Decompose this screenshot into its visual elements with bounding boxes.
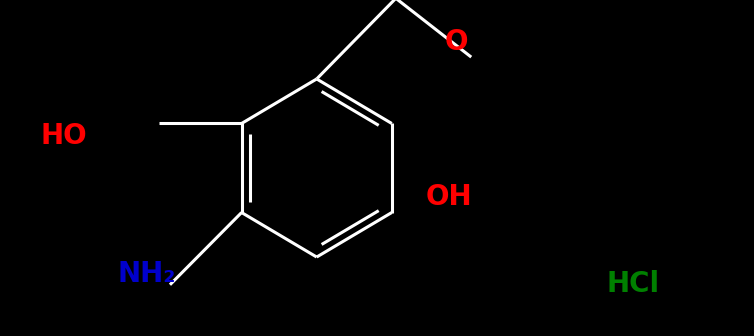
Text: O: O	[444, 28, 468, 56]
Text: NH₂: NH₂	[118, 260, 176, 288]
Text: OH: OH	[426, 182, 473, 211]
Text: HCl: HCl	[607, 270, 660, 298]
Text: HO: HO	[41, 122, 87, 150]
